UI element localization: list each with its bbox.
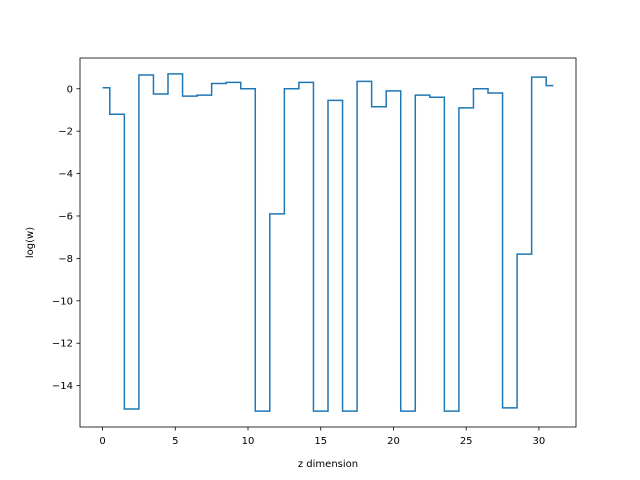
x-axis-ticks: 0 5 10 15 20 25 30: [99, 427, 545, 447]
x-tick-label: 10: [242, 436, 255, 447]
y-tick-label: 0: [67, 84, 73, 95]
y-axis-ticks: 0 −2 −4 −6 −8 −10 −12 −14: [52, 84, 80, 392]
x-tick-label: 5: [172, 436, 178, 447]
x-tick-label: 15: [314, 436, 327, 447]
x-tick-label: 20: [387, 436, 400, 447]
axes-frame: [79, 57, 577, 428]
y-tick-label: −12: [52, 339, 73, 350]
y-axis-label: log(w): [25, 227, 36, 258]
y-tick-label: −10: [52, 296, 73, 307]
x-tick-label: 0: [99, 436, 105, 447]
y-tick-label: −14: [52, 381, 73, 392]
series-line-0: [102, 73, 554, 412]
x-tick-label: 25: [460, 436, 473, 447]
y-tick-label: −6: [58, 211, 73, 222]
x-axis-label: z dimension: [298, 459, 358, 470]
y-tick-label: −8: [58, 254, 73, 265]
x-tick-label: 30: [533, 436, 546, 447]
y-tick-label: −4: [58, 169, 73, 180]
plot-area: [102, 73, 554, 412]
y-tick-label: −2: [58, 127, 73, 138]
